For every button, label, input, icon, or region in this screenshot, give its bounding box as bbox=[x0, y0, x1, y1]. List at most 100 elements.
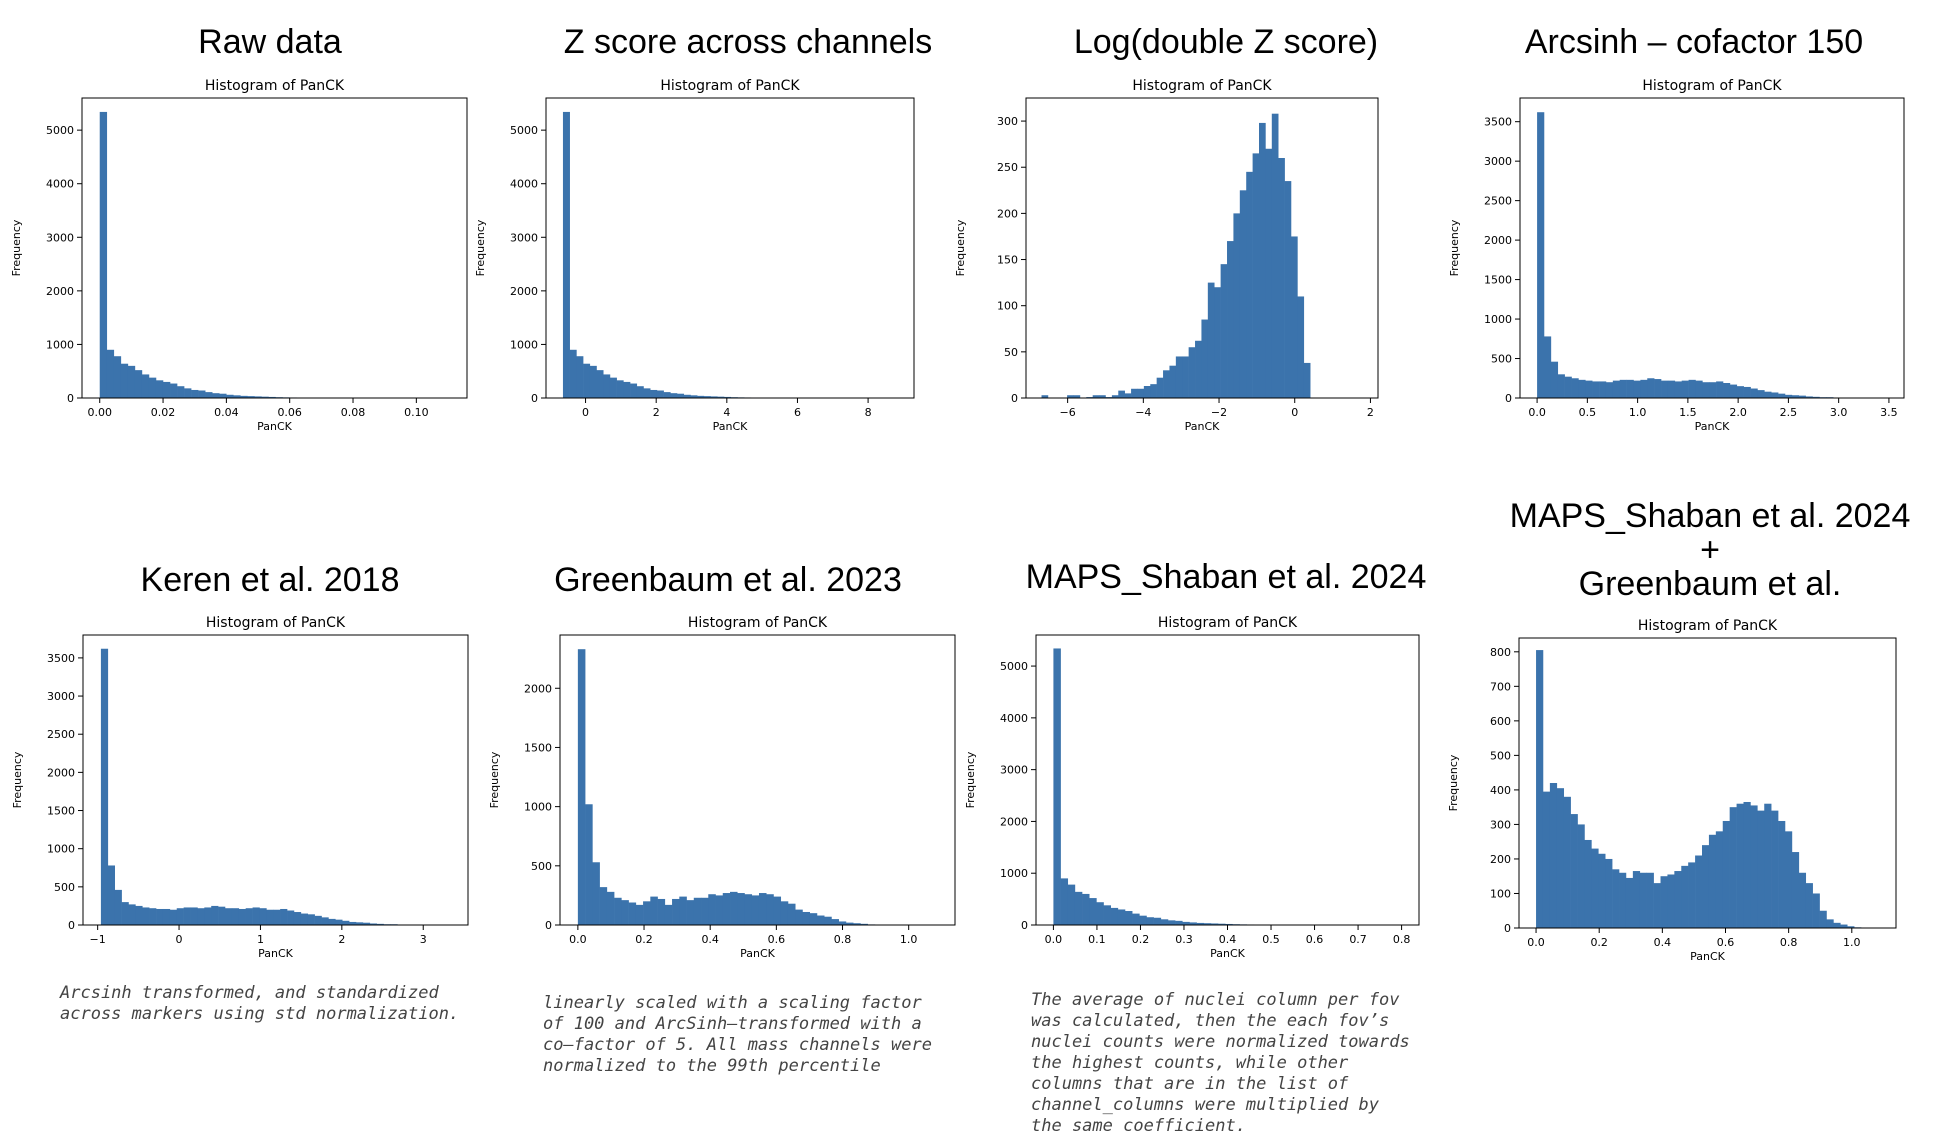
histogram-bar bbox=[1813, 893, 1820, 928]
histogram-bar bbox=[1585, 381, 1592, 398]
histogram-bar bbox=[1695, 856, 1702, 929]
histogram-bar bbox=[1175, 921, 1182, 925]
histogram-bar bbox=[205, 392, 212, 398]
histogram-bars bbox=[1537, 112, 1868, 398]
histogram-bar bbox=[1118, 391, 1125, 398]
y-axis-label: Frequency bbox=[474, 219, 487, 276]
histogram-bar bbox=[101, 649, 108, 925]
histogram-bar bbox=[1168, 920, 1175, 925]
histogram-bar bbox=[1564, 797, 1571, 928]
histogram-bar bbox=[744, 894, 752, 925]
histogram-bar bbox=[1565, 377, 1572, 398]
histogram-bar bbox=[1304, 363, 1311, 398]
y-tick-label: 3000 bbox=[47, 690, 75, 703]
histogram-bar bbox=[583, 364, 590, 398]
histogram-bar bbox=[149, 378, 156, 398]
x-axis-label: PanCK bbox=[713, 420, 749, 433]
histogram-bar bbox=[1799, 873, 1806, 928]
x-tick-label: 2.5 bbox=[1780, 406, 1798, 419]
y-tick-label: 3500 bbox=[1484, 116, 1512, 129]
histogram-bar bbox=[156, 380, 163, 398]
histogram-bar bbox=[1689, 380, 1696, 398]
histogram-bar bbox=[1668, 381, 1675, 398]
histogram-bar bbox=[1227, 241, 1234, 398]
histogram-bar bbox=[1272, 114, 1279, 398]
histogram-bar bbox=[1125, 393, 1132, 398]
histogram-bar bbox=[107, 350, 114, 398]
histogram-bars bbox=[578, 649, 919, 925]
y-axis-label: Frequency bbox=[488, 751, 501, 808]
histogram-bar bbox=[1840, 925, 1847, 928]
histogram-bar bbox=[752, 895, 760, 925]
histogram-bar bbox=[1826, 919, 1833, 928]
x-tick-label: 0.0 bbox=[1045, 933, 1063, 946]
histogram-bars bbox=[1042, 114, 1311, 398]
histogram-bar bbox=[280, 909, 287, 925]
x-axis-label: PanCK bbox=[257, 420, 293, 433]
histogram-bar bbox=[1201, 320, 1208, 398]
histogram-bar bbox=[1730, 385, 1737, 398]
histogram-bar bbox=[1598, 854, 1605, 928]
x-tick-label: 4 bbox=[723, 406, 730, 419]
y-tick-label: 0 bbox=[1011, 392, 1018, 405]
histogram-bar bbox=[1682, 381, 1689, 398]
histogram-bar bbox=[1591, 849, 1598, 928]
y-tick-label: 0 bbox=[67, 392, 74, 405]
histogram-bar bbox=[590, 366, 597, 398]
histogram-bar bbox=[287, 911, 294, 926]
histogram-bar bbox=[121, 364, 128, 398]
x-tick-label: 0.1 bbox=[1088, 933, 1106, 946]
y-tick-label: 0 bbox=[545, 919, 552, 932]
histogram-bar bbox=[1778, 821, 1785, 928]
histogram-bar bbox=[294, 912, 301, 925]
histogram-bars bbox=[100, 112, 445, 398]
histogram-bar bbox=[576, 356, 583, 398]
histogram-bar bbox=[603, 374, 610, 398]
y-tick-label: 800 bbox=[1490, 646, 1511, 659]
histogram-bar bbox=[1633, 871, 1640, 928]
y-tick-label: 2000 bbox=[46, 285, 74, 298]
histogram-bar bbox=[1688, 862, 1695, 928]
y-tick-label: 1000 bbox=[1000, 867, 1028, 880]
histogram-bar bbox=[657, 391, 664, 399]
y-tick-label: 0 bbox=[1021, 919, 1028, 932]
histogram-bar bbox=[630, 384, 637, 398]
histogram-bar bbox=[570, 350, 577, 398]
histogram-bar bbox=[1246, 172, 1253, 398]
histogram-bar bbox=[246, 908, 253, 925]
histogram-bar bbox=[1132, 914, 1139, 925]
histogram-bar bbox=[1743, 802, 1750, 928]
histogram-bar bbox=[650, 897, 658, 925]
x-tick-label: −6 bbox=[1060, 406, 1076, 419]
histogram-bar bbox=[1537, 112, 1544, 398]
histogram-bar bbox=[135, 370, 142, 398]
histogram-bar bbox=[198, 391, 205, 399]
histogram-bar bbox=[1792, 852, 1799, 928]
histogram-bar bbox=[1730, 807, 1737, 928]
x-tick-label: 3.0 bbox=[1830, 406, 1848, 419]
histogram-bar bbox=[1757, 811, 1764, 928]
histogram-bar bbox=[716, 895, 724, 925]
y-tick-label: 700 bbox=[1490, 680, 1511, 693]
histogram-bar bbox=[665, 905, 673, 925]
chart-title: Histogram of PanCK bbox=[1638, 618, 1778, 634]
histogram-bar bbox=[1053, 648, 1060, 925]
histogram-bar bbox=[1667, 874, 1674, 928]
histogram-bar bbox=[1764, 804, 1771, 928]
y-tick-label: 0 bbox=[1505, 392, 1512, 405]
histogram-bar bbox=[730, 892, 738, 925]
histogram-bar bbox=[824, 917, 832, 925]
histogram-bar bbox=[1075, 892, 1082, 925]
caption-line: linearly scaled with a scaling factor bbox=[543, 993, 932, 1014]
histogram-bar bbox=[1150, 384, 1157, 398]
histogram-bar bbox=[831, 919, 839, 925]
histogram-bar bbox=[218, 907, 225, 925]
y-axis-label: Frequency bbox=[1448, 219, 1461, 276]
histogram-bar bbox=[585, 804, 593, 925]
histogram-bar bbox=[1578, 824, 1585, 928]
histogram-bar bbox=[128, 366, 135, 398]
y-tick-label: 5000 bbox=[510, 124, 538, 137]
